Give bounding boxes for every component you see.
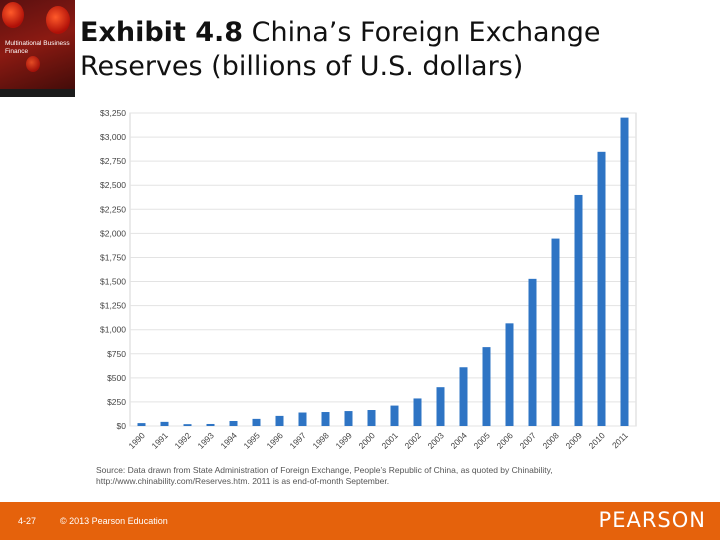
y-tick-label: $1,000 xyxy=(100,325,126,335)
x-tick-label: 2000 xyxy=(356,430,377,451)
x-tick-label: 2006 xyxy=(494,430,515,451)
y-tick-label: $2,000 xyxy=(100,228,126,238)
x-tick-label: 1990 xyxy=(126,430,147,451)
x-tick-label: 2007 xyxy=(517,430,538,451)
bar xyxy=(551,238,560,426)
source-note: Source: Data drawn from State Administra… xyxy=(96,465,656,487)
bar xyxy=(344,411,353,426)
bar xyxy=(183,424,192,426)
bar xyxy=(528,278,537,426)
slide-title: Exhibit 4.8 China’s Foreign Exchange Res… xyxy=(80,16,710,84)
page-number: 4-27 xyxy=(18,516,37,526)
bar xyxy=(137,423,146,426)
bar xyxy=(620,117,629,426)
book-cover-thumbnail: Multinational Business Finance xyxy=(0,0,75,97)
x-tick-label: 1991 xyxy=(149,430,170,451)
bar xyxy=(367,410,376,426)
bar xyxy=(390,405,399,426)
x-tick-label: 2002 xyxy=(402,430,423,451)
plot-area xyxy=(129,112,637,427)
y-tick-label: $3,000 xyxy=(100,132,126,142)
bar xyxy=(275,415,284,426)
y-tick-label: $500 xyxy=(107,373,126,383)
bar xyxy=(482,347,491,426)
y-tick-label: $2,250 xyxy=(100,204,126,214)
y-tick-label: $0 xyxy=(117,421,127,431)
bar xyxy=(413,398,422,426)
bar xyxy=(505,323,514,426)
x-tick-label: 1996 xyxy=(264,430,285,451)
y-tick-label: $1,750 xyxy=(100,252,126,262)
x-tick-label: 2003 xyxy=(425,430,446,451)
pearson-logo: PEARSON xyxy=(598,508,706,532)
bar xyxy=(574,194,583,426)
source-line-1: Source: Data drawn from State Administra… xyxy=(96,465,553,475)
y-tick-label: $3,250 xyxy=(100,108,126,118)
bar xyxy=(597,151,606,426)
lantern-icon xyxy=(46,6,70,34)
bar xyxy=(436,387,445,426)
x-tick-label: 1993 xyxy=(195,430,216,451)
bar xyxy=(252,418,261,426)
x-tick-label: 1997 xyxy=(287,430,308,451)
bar xyxy=(321,412,330,426)
bar xyxy=(298,412,307,426)
y-tick-label: $1,500 xyxy=(100,277,126,287)
y-tick-label: $1,250 xyxy=(100,301,126,311)
bar xyxy=(160,421,169,426)
y-tick-label: $2,500 xyxy=(100,180,126,190)
bar xyxy=(206,423,215,426)
exhibit-number: Exhibit 4.8 xyxy=(80,17,244,48)
x-tick-label: 2010 xyxy=(586,430,607,451)
x-tick-label: 2001 xyxy=(379,430,400,451)
source-line-2: http://www.chinability.com/Reserves.htm.… xyxy=(96,476,390,486)
bar xyxy=(459,367,468,426)
lantern-icon xyxy=(2,2,24,28)
x-tick-label: 2004 xyxy=(448,430,469,451)
copyright-text: © 2013 Pearson Education xyxy=(60,516,168,526)
bar-chart-svg: $0 $250 $500 $750 $1,000 $1,250 $1,500 $1,750 $2… xyxy=(100,108,637,451)
x-tick-label: 2009 xyxy=(563,430,584,451)
footer-bar: 4-27 © 2013 Pearson Education PEARSON xyxy=(0,502,720,540)
x-tick-label: 2008 xyxy=(540,430,561,451)
y-tick-label: $250 xyxy=(107,397,126,407)
x-tick-label: 2011 xyxy=(610,430,630,450)
x-tick-label: 1992 xyxy=(172,430,193,451)
lantern-icon xyxy=(26,56,40,72)
x-tick-label: 1999 xyxy=(333,430,354,451)
x-tick-label: 1998 xyxy=(310,430,331,451)
reserves-chart: $0 $250 $500 $750 $1,000 $1,250 $1,500 $1,750 $2… xyxy=(88,103,638,463)
x-tick-label: 1994 xyxy=(218,430,239,451)
book-cover-title: Multinational Business Finance xyxy=(5,40,70,55)
bar xyxy=(229,420,238,426)
x-tick-label: 1995 xyxy=(241,430,262,451)
book-cover-strip xyxy=(0,89,75,97)
y-tick-label: $750 xyxy=(107,349,126,359)
x-tick-label: 2005 xyxy=(471,430,492,451)
y-tick-label: $2,750 xyxy=(100,156,126,166)
slide-title-text: China’s Foreign Exchange Reserves (billi… xyxy=(80,17,601,82)
